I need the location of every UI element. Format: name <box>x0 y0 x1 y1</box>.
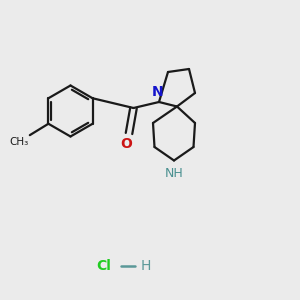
Text: CH₃: CH₃ <box>9 137 28 147</box>
Text: H: H <box>141 259 152 272</box>
Text: N: N <box>152 85 163 99</box>
Text: Cl: Cl <box>96 259 111 272</box>
Text: NH: NH <box>165 167 183 180</box>
Text: O: O <box>120 137 132 151</box>
